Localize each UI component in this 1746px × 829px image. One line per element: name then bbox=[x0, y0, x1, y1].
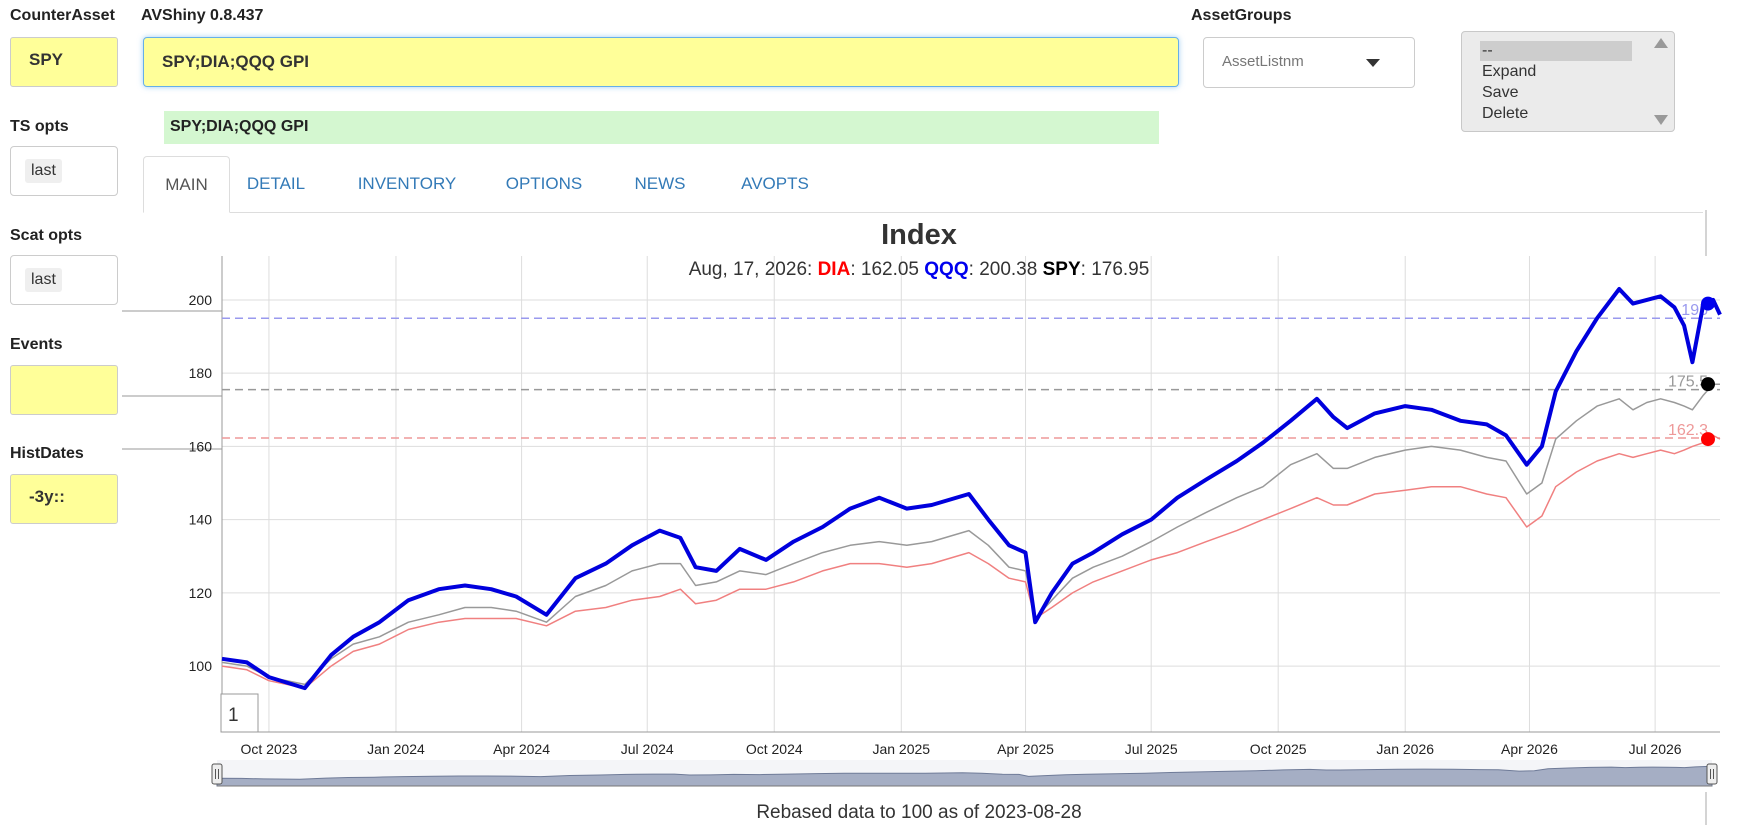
x-tick-label: Apr 2026 bbox=[1501, 741, 1558, 757]
x-tick-label: Jul 2024 bbox=[621, 741, 674, 757]
navigator-handle[interactable] bbox=[211, 763, 223, 785]
y-tick-label: 180 bbox=[189, 365, 213, 381]
x-tick-label: Jul 2026 bbox=[1629, 741, 1682, 757]
end-marker-spy bbox=[1701, 377, 1715, 392]
y-tick-label: 100 bbox=[189, 658, 213, 674]
scat-opts-select[interactable]: last bbox=[10, 255, 118, 305]
legend-date: Aug, 17, 2026: bbox=[689, 259, 813, 280]
ticker-echo: SPY;DIA;QQQ GPI bbox=[164, 111, 1159, 144]
legend-series-name: QQQ bbox=[924, 259, 968, 280]
end-marker-dia bbox=[1701, 432, 1715, 447]
navigator-handle[interactable] bbox=[1706, 763, 1718, 785]
ts-opts-label: TS opts bbox=[10, 118, 69, 135]
legend-series-value: 176.95 bbox=[1091, 259, 1149, 280]
sidebar-connectors bbox=[122, 310, 222, 450]
events-input[interactable] bbox=[10, 365, 118, 415]
navigator-area bbox=[216, 766, 1713, 787]
action-listbox[interactable]: -- Expand Save Delete bbox=[1461, 31, 1675, 132]
x-tick-label: Jan 2024 bbox=[367, 741, 425, 757]
chart-title: Index bbox=[881, 219, 957, 251]
tab-main[interactable]: MAIN bbox=[143, 156, 230, 213]
y-tick-label: 140 bbox=[189, 512, 213, 528]
tab-bar: MAIN DETAIL INVENTORY OPTIONS NEWS AVOPT… bbox=[143, 156, 1703, 213]
counter-asset-input[interactable]: SPY bbox=[10, 37, 118, 87]
scat-opts-label: Scat opts bbox=[10, 227, 83, 244]
hist-dates-input[interactable]: -3y:: bbox=[10, 474, 118, 524]
events-label: Events bbox=[10, 336, 63, 353]
x-tick-label: Apr 2025 bbox=[997, 741, 1054, 757]
chart-grid bbox=[221, 256, 1720, 733]
action-option[interactable]: Save bbox=[1482, 84, 1519, 101]
asset-groups-placeholder: AssetListnm bbox=[1222, 53, 1304, 70]
chart-end-markers bbox=[1701, 296, 1715, 447]
asset-groups-label: AssetGroups bbox=[1191, 7, 1292, 24]
reference-line-label: 175.5 bbox=[1668, 374, 1708, 391]
app-title: AVShiny 0.8.437 bbox=[141, 7, 264, 24]
end-marker-qqq bbox=[1701, 296, 1715, 311]
x-tick-label: Oct 2024 bbox=[746, 741, 803, 757]
tab-avopts[interactable]: AVOPTS bbox=[741, 174, 809, 193]
chart-legend: Aug, 17, 2026: DIA: 162.05 QQQ: 200.38 S… bbox=[689, 259, 1150, 280]
tab-detail[interactable]: DETAIL bbox=[246, 174, 306, 193]
scroll-down-icon[interactable] bbox=[1654, 115, 1668, 125]
legend-series-name: DIA bbox=[818, 259, 851, 280]
hist-dates-label: HistDates bbox=[10, 445, 84, 462]
chevron-down-icon bbox=[1366, 59, 1380, 67]
tab-options[interactable]: OPTIONS bbox=[505, 174, 583, 193]
x-tick-label: Oct 2023 bbox=[241, 741, 298, 757]
legend-series-value: 200.38 bbox=[979, 259, 1037, 280]
scat-opts-chip[interactable]: last bbox=[25, 268, 62, 292]
series-line-spy bbox=[221, 383, 1720, 686]
action-option[interactable]: Expand bbox=[1482, 63, 1537, 80]
chart-ticks: 100 120 140 160 180 200 Oct 2023 Jan 2024 Apr 20… bbox=[189, 292, 1682, 757]
x-tick-label: Oct 2025 bbox=[1250, 741, 1307, 757]
legend-series-value: 162.05 bbox=[861, 259, 919, 280]
x-tick-label: Jan 2025 bbox=[872, 741, 930, 757]
legend-series-name: SPY bbox=[1043, 259, 1081, 280]
series-line-dia bbox=[221, 434, 1721, 689]
tab-news[interactable]: NEWS bbox=[634, 174, 686, 193]
x-tick-label: Jan 2026 bbox=[1376, 741, 1434, 757]
x-tick-label: Apr 2024 bbox=[493, 741, 550, 757]
reference-line-label: 162.3 bbox=[1668, 422, 1708, 439]
ts-opts-chip[interactable]: last bbox=[25, 159, 62, 183]
series-line-qqq bbox=[221, 287, 1722, 691]
y-tick-label: 200 bbox=[189, 292, 213, 308]
ticker-input[interactable] bbox=[143, 37, 1179, 87]
chart-footer: Rebased data to 100 as of 2023-08-28 bbox=[756, 802, 1081, 823]
action-option[interactable]: -- bbox=[1480, 41, 1632, 61]
range-selector-box[interactable] bbox=[220, 693, 259, 733]
action-option[interactable]: Delete bbox=[1482, 105, 1529, 122]
ts-opts-select[interactable]: last bbox=[10, 146, 118, 196]
x-tick-label: Jul 2025 bbox=[1125, 741, 1178, 757]
range-selector-label[interactable]: 1 bbox=[228, 705, 239, 726]
chart-series bbox=[221, 287, 1722, 691]
y-tick-label: 160 bbox=[189, 438, 213, 454]
scroll-up-icon[interactable] bbox=[1654, 38, 1668, 48]
asset-groups-select[interactable]: AssetListnm bbox=[1203, 37, 1415, 88]
range-navigator[interactable] bbox=[211, 760, 1718, 825]
tab-inventory[interactable]: INVENTORY bbox=[357, 174, 457, 193]
counter-asset-label: CounterAsset bbox=[10, 7, 115, 24]
y-tick-label: 120 bbox=[189, 585, 213, 601]
